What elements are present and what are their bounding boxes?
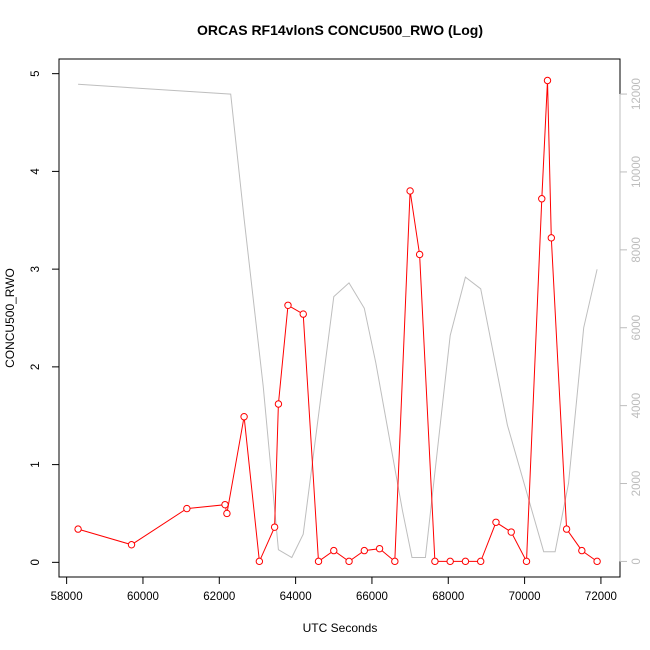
x-tick-label: 72000 bbox=[585, 591, 617, 603]
data-point bbox=[284, 301, 292, 309]
y-axis-right: 0 2000 4000 6000 8000 10000 12000 bbox=[619, 78, 643, 565]
data-point bbox=[507, 528, 515, 536]
data-point bbox=[415, 250, 424, 259]
data-point bbox=[492, 518, 500, 526]
y-axis-left: 0 1 2 3 4 5 bbox=[30, 70, 60, 566]
data-point bbox=[221, 500, 229, 509]
data-point bbox=[593, 557, 601, 566]
data-point bbox=[345, 557, 353, 566]
y-tick-label: 4 bbox=[30, 168, 42, 175]
y2-tick-label: 6000 bbox=[631, 315, 643, 341]
data-point bbox=[330, 546, 338, 555]
data-point bbox=[538, 195, 546, 203]
y2-tick-label: 10000 bbox=[631, 156, 643, 188]
data-point bbox=[240, 413, 248, 421]
y-tick-label: 3 bbox=[30, 266, 42, 272]
y2-tick-label: 2000 bbox=[631, 471, 643, 497]
x-tick-label: 68000 bbox=[432, 591, 464, 603]
data-point bbox=[223, 509, 231, 518]
x-axis: 58000 60000 62000 64000 66000 68000 70000 72000 bbox=[51, 576, 617, 603]
y-tick-label: 0 bbox=[30, 559, 42, 565]
data-point bbox=[578, 546, 586, 555]
chart-title: ORCAS RF14vlonS CONCU500_RWO (Log) bbox=[197, 22, 483, 38]
plot-box bbox=[58, 58, 621, 578]
data-point bbox=[391, 557, 399, 566]
data-point bbox=[127, 541, 136, 549]
y-tick-label: 2 bbox=[30, 364, 42, 370]
data-point bbox=[274, 400, 283, 408]
data-point bbox=[477, 557, 485, 566]
y-tick-label: 1 bbox=[30, 461, 42, 467]
data-point bbox=[183, 504, 191, 513]
x-tick-label: 70000 bbox=[509, 591, 541, 603]
data-point bbox=[446, 557, 454, 566]
y-tick-label: 5 bbox=[30, 70, 42, 76]
red-series-line bbox=[77, 80, 598, 564]
data-point bbox=[562, 525, 571, 533]
y2-tick-label: 8000 bbox=[631, 237, 643, 263]
data-point bbox=[255, 557, 264, 566]
data-point bbox=[547, 234, 556, 242]
series-layer bbox=[74, 76, 601, 566]
x-tick-label: 64000 bbox=[280, 591, 312, 603]
x-tick-label: 60000 bbox=[127, 591, 159, 603]
y-axis-label: CONCU500_RWO bbox=[3, 268, 17, 368]
x-axis-label: UTC Seconds bbox=[303, 621, 378, 635]
data-point bbox=[375, 544, 384, 553]
data-point bbox=[360, 546, 369, 555]
data-point bbox=[431, 557, 439, 566]
x-tick-label: 66000 bbox=[356, 591, 388, 603]
data-point bbox=[314, 557, 323, 566]
x-tick-label: 62000 bbox=[203, 591, 235, 603]
data-point bbox=[270, 523, 279, 531]
data-point bbox=[461, 557, 470, 566]
gray-series-line bbox=[78, 83, 598, 559]
data-point bbox=[522, 557, 531, 566]
data-point bbox=[74, 525, 82, 533]
y2-tick-label: 4000 bbox=[631, 393, 643, 419]
data-point bbox=[543, 76, 552, 85]
data-point bbox=[299, 310, 307, 318]
data-point bbox=[406, 187, 414, 195]
x-tick-label: 58000 bbox=[51, 591, 83, 603]
y2-tick-label: 0 bbox=[631, 558, 643, 564]
y2-tick-label: 12000 bbox=[631, 78, 643, 110]
